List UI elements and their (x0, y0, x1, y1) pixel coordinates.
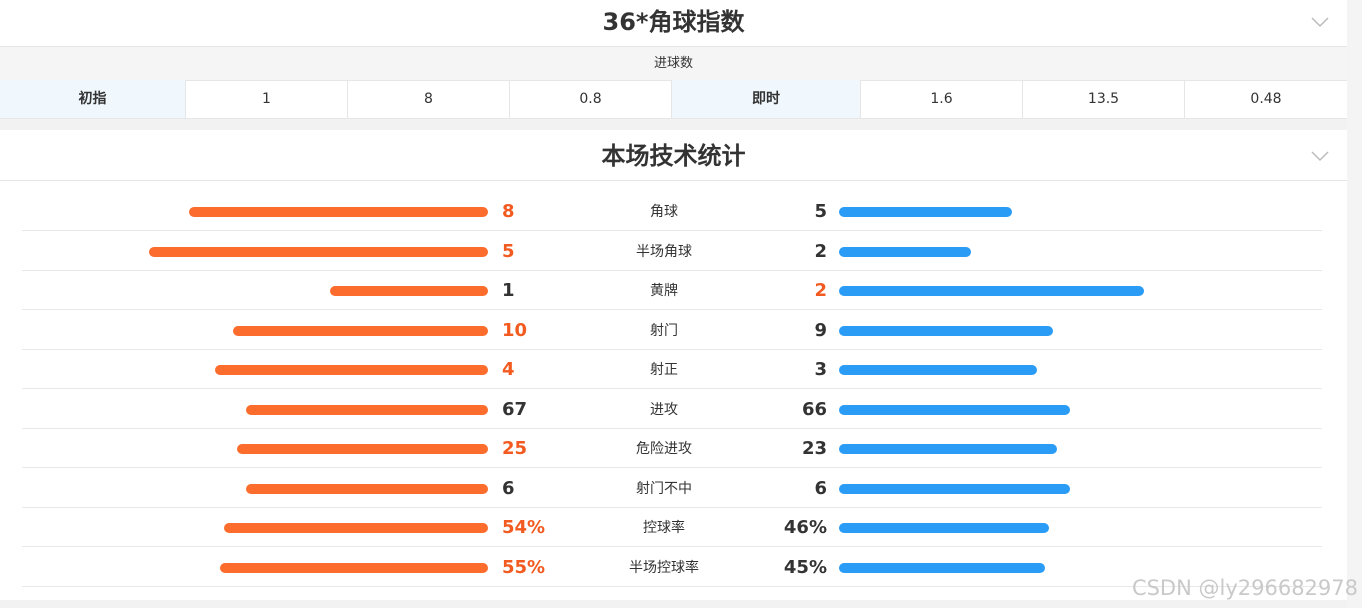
home-value: 8 (502, 201, 515, 222)
watermark-text: CSDN @ly296682978 (1131, 576, 1358, 600)
stat-row: 1 黄牌 2 (22, 271, 1322, 310)
home-bar (233, 325, 488, 336)
away-bar (839, 523, 1049, 533)
home-value: 55% (502, 556, 546, 578)
stat-row: 54% 控球率 46% (22, 508, 1322, 547)
away-value: 2 (814, 280, 827, 301)
stat-name: 半场控球率 (629, 559, 699, 576)
stat-name: 危险进攻 (636, 441, 692, 457)
home-bar (237, 444, 488, 454)
stat-name: 半场角球 (636, 243, 692, 260)
stats-title: 本场技术统计 (601, 142, 746, 170)
live-label: 即时 (672, 80, 861, 118)
away-bar (839, 286, 1144, 296)
away-bar (839, 246, 971, 257)
away-value: 46% (783, 517, 827, 538)
away-value: 2 (814, 240, 827, 262)
stat-row: 6 射门不中 6 (22, 469, 1322, 508)
stat-name: 控球率 (643, 520, 685, 536)
away-value: 9 (814, 319, 827, 341)
away-value: 5 (814, 201, 827, 222)
away-value: 3 (814, 359, 827, 380)
odds-subheader: 进球数 (0, 46, 1347, 81)
away-bar (839, 365, 1037, 375)
home-value: 67 (502, 398, 528, 420)
home-value: 1 (502, 280, 515, 301)
initial-value-1: 1 (186, 80, 348, 118)
divider (0, 180, 1347, 181)
home-value: 10 (502, 319, 528, 341)
scrollbar[interactable] (1347, 0, 1362, 608)
away-bar (839, 483, 1070, 494)
away-value: 6 (814, 477, 827, 499)
home-bar (246, 404, 488, 415)
stat-name: 射正 (650, 362, 678, 378)
away-value: 66 (801, 398, 827, 420)
home-bar (224, 523, 488, 533)
away-value: 23 (801, 438, 827, 459)
away-value: 45% (783, 556, 827, 578)
home-value: 5 (502, 240, 515, 262)
stat-row: 8 角球 5 (22, 192, 1322, 231)
away-bar (839, 562, 1045, 573)
chevron-down-icon[interactable] (1311, 150, 1329, 162)
home-bar (220, 562, 488, 573)
stat-name: 射门 (650, 322, 678, 339)
stat-row: 10 射门 9 (22, 311, 1322, 350)
home-value: 4 (502, 359, 515, 380)
live-value-1: 1.6 (861, 80, 1023, 118)
stat-row: 25 危险进攻 23 (22, 429, 1322, 468)
home-value: 25 (502, 438, 528, 459)
home-value: 54% (502, 517, 546, 538)
home-bar (215, 365, 488, 375)
home-bar (189, 207, 488, 217)
away-bar (839, 207, 1012, 217)
live-value-3: 0.48 (1250, 91, 1282, 107)
initial-label: 初指 (0, 80, 186, 118)
match-stats-panel: 本场技术统计 8 角球 5 5 半场角球 2 1 黄牌 2 10 射门 9 4 射正 3 67 进攻 66 25 危险… (0, 130, 1347, 600)
stat-row: 67 进攻 66 (22, 390, 1322, 429)
stat-name: 角球 (650, 204, 678, 220)
corner-odds-panel: 36*角球指数 进球数 初指 1 8 0.8 即时 1.6 13.5 0.48 (0, 0, 1347, 119)
stat-row: 55% 半场控球率 45% (22, 548, 1322, 587)
initial-value-2: 8 (348, 80, 510, 118)
stat-name: 射门不中 (636, 480, 692, 497)
live-value-2: 13.5 (1023, 80, 1185, 118)
away-bar (839, 444, 1057, 454)
odds-row: 初指 1 8 0.8 即时 1.6 13.5 0.48 (0, 80, 1347, 119)
odds-title: 36*角球指数 (602, 8, 745, 36)
home-bar (330, 286, 488, 296)
home-value: 6 (502, 477, 515, 499)
home-bar (149, 246, 488, 257)
chevron-down-icon[interactable] (1311, 16, 1329, 28)
home-bar (246, 483, 488, 494)
stat-row: 5 半场角球 2 (22, 232, 1322, 271)
initial-value-3: 0.8 (510, 80, 672, 118)
stat-name: 黄牌 (650, 283, 678, 299)
away-bar (839, 404, 1070, 415)
stat-row: 4 射正 3 (22, 350, 1322, 389)
away-bar (839, 325, 1053, 336)
stat-name: 进攻 (650, 401, 678, 418)
